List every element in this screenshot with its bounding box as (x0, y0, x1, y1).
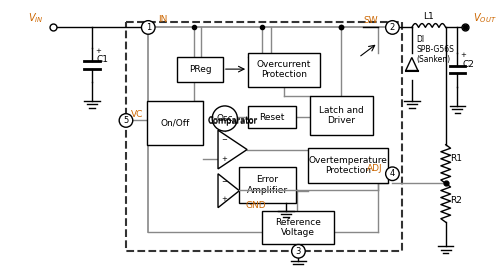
Text: 5: 5 (123, 116, 129, 125)
Text: +: + (95, 48, 101, 54)
Text: 1: 1 (146, 23, 151, 32)
Bar (308, 148, 388, 183)
Text: 2: 2 (390, 23, 395, 32)
Circle shape (142, 21, 155, 34)
Text: Overtemperature
Protection: Overtemperature Protection (309, 156, 387, 175)
Text: L1: L1 (423, 12, 434, 21)
Circle shape (292, 245, 305, 258)
Text: +: + (221, 156, 227, 162)
Bar (177, 58, 223, 82)
Circle shape (386, 21, 399, 34)
Text: Osc: Osc (217, 114, 233, 123)
Circle shape (212, 106, 238, 131)
Text: GND: GND (246, 201, 266, 210)
Text: 3: 3 (296, 247, 301, 256)
Polygon shape (406, 58, 418, 70)
Text: Error
Amplifier: Error Amplifier (247, 175, 288, 195)
Text: On/Off: On/Off (161, 118, 190, 127)
Circle shape (386, 167, 399, 181)
Polygon shape (218, 174, 240, 208)
Text: R1: R1 (451, 154, 463, 163)
Text: Reference
Voltage: Reference Voltage (275, 218, 321, 237)
Text: Reset: Reset (259, 113, 284, 122)
Text: Comparator: Comparator (207, 116, 257, 125)
Text: 4: 4 (390, 169, 395, 178)
Text: Latch and
Driver: Latch and Driver (319, 106, 364, 125)
Text: DI
SPB-G56S
(Sanken): DI SPB-G56S (Sanken) (416, 35, 455, 64)
Polygon shape (218, 130, 247, 169)
Text: R2: R2 (451, 196, 462, 205)
Text: ADJ: ADJ (367, 164, 383, 173)
Bar (248, 53, 320, 87)
Text: +: + (221, 196, 227, 202)
Text: +: + (460, 52, 466, 59)
Text: Overcurrent
Protection: Overcurrent Protection (257, 60, 311, 79)
Bar (126, 22, 402, 251)
Text: $V_{IN}$: $V_{IN}$ (28, 11, 44, 25)
Text: IN: IN (158, 15, 167, 23)
Text: VC: VC (131, 110, 143, 119)
Text: C2: C2 (462, 60, 474, 69)
Bar (310, 96, 373, 135)
Bar (261, 211, 334, 245)
Bar (248, 106, 296, 128)
Text: C1: C1 (97, 55, 109, 64)
Text: $V_{OUT}$: $V_{OUT}$ (473, 11, 497, 25)
Circle shape (119, 114, 133, 127)
Text: −: − (221, 179, 227, 185)
Text: −: − (221, 137, 227, 143)
Text: PReg: PReg (189, 65, 211, 74)
Text: SW: SW (363, 16, 378, 25)
Text: Comparator: Comparator (207, 117, 257, 126)
Bar (240, 167, 296, 203)
Bar (147, 101, 203, 145)
